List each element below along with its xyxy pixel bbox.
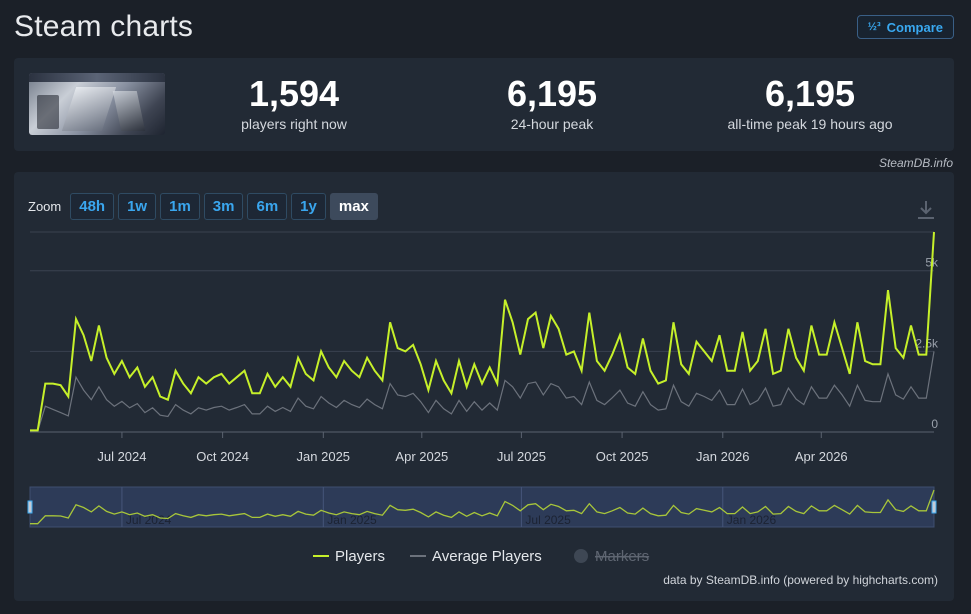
stat-value: 1,594 bbox=[248, 73, 340, 114]
navigator-tick-label: Jan 2025 bbox=[327, 513, 377, 527]
thumb-banner bbox=[29, 73, 165, 82]
series-average-players-line[interactable] bbox=[30, 351, 935, 432]
compare-icon: ½³ bbox=[867, 21, 881, 33]
zoom-6m-button[interactable]: 6m bbox=[247, 193, 288, 220]
x-tick-label: Oct 2025 bbox=[596, 449, 649, 464]
legend-item-markers[interactable]: Markers bbox=[595, 548, 649, 565]
thumb-shape bbox=[61, 87, 117, 131]
stat-players-now: 1,594 players right now bbox=[204, 73, 384, 133]
x-tick-label: Jan 2025 bbox=[297, 449, 351, 464]
steamdb-credit[interactable]: SteamDB.info bbox=[878, 156, 953, 170]
navigator-tick-label: Jan 2026 bbox=[727, 513, 777, 527]
highcharts-credit[interactable]: data by SteamDB.info (powered by highcha… bbox=[663, 573, 938, 587]
zoom-label: Zoom bbox=[28, 199, 62, 214]
stat-label: 24-hour peak bbox=[510, 116, 594, 132]
stats-panel: 1,594 players right now 6,195 24-hour pe… bbox=[14, 58, 954, 151]
legend-item-average-players[interactable]: Average Players bbox=[432, 548, 542, 565]
stat-label: all-time peak 19 hours ago bbox=[727, 116, 893, 132]
navigator-handle-right[interactable] bbox=[931, 500, 937, 514]
thumb-shape bbox=[37, 95, 59, 129]
zoom-3m-button[interactable]: 3m bbox=[203, 193, 244, 220]
navigator-series-line bbox=[30, 489, 935, 525]
page-title: Steam charts bbox=[14, 10, 194, 43]
x-tick-label: Jan 2026 bbox=[696, 449, 750, 464]
navigator-handle-left[interactable] bbox=[27, 500, 33, 514]
legend-markers-swatch bbox=[574, 549, 588, 563]
navigator-tick-label: Jul 2024 bbox=[126, 513, 172, 527]
stat-value: 6,195 bbox=[506, 73, 598, 114]
compare-label: Compare bbox=[886, 19, 943, 35]
x-tick-label: Apr 2026 bbox=[795, 449, 848, 464]
x-tick-label: Jul 2025 bbox=[497, 449, 546, 464]
series-players-line[interactable] bbox=[30, 231, 935, 432]
download-icon[interactable] bbox=[916, 199, 936, 221]
zoom-1w-button[interactable]: 1w bbox=[118, 193, 157, 220]
zoom-1m-button[interactable]: 1m bbox=[160, 193, 200, 220]
x-tick-label: Apr 2025 bbox=[395, 449, 448, 464]
stat-24h-peak: 6,195 24-hour peak bbox=[462, 73, 642, 133]
stat-all-time-peak: 6,195 all-time peak 19 hours ago bbox=[710, 73, 910, 133]
x-tick-label: Oct 2024 bbox=[196, 449, 249, 464]
zoom-controls: Zoom 48h 1w 1m 3m 6m 1y max bbox=[28, 193, 378, 220]
x-tick-label: Jul 2024 bbox=[97, 449, 146, 464]
legend-item-players[interactable]: Players bbox=[335, 548, 385, 565]
y-tick-label: 0 bbox=[931, 417, 938, 431]
chart-panel: 0 2.5k 5k Jul 2024 Oct 2024 Jan 2025 Apr 2025 J… bbox=[14, 172, 954, 601]
zoom-48h-button[interactable]: 48h bbox=[70, 193, 115, 220]
stat-value: 6,195 bbox=[764, 73, 856, 114]
navigator-tick-label: Jul 2025 bbox=[525, 513, 571, 527]
thumb-shape bbox=[112, 91, 146, 131]
stat-label: players right now bbox=[241, 116, 347, 132]
compare-button[interactable]: ½³ Compare bbox=[856, 15, 954, 39]
zoom-1y-button[interactable]: 1y bbox=[291, 193, 326, 220]
game-thumbnail[interactable] bbox=[29, 73, 165, 135]
zoom-max-button[interactable]: max bbox=[329, 193, 378, 220]
